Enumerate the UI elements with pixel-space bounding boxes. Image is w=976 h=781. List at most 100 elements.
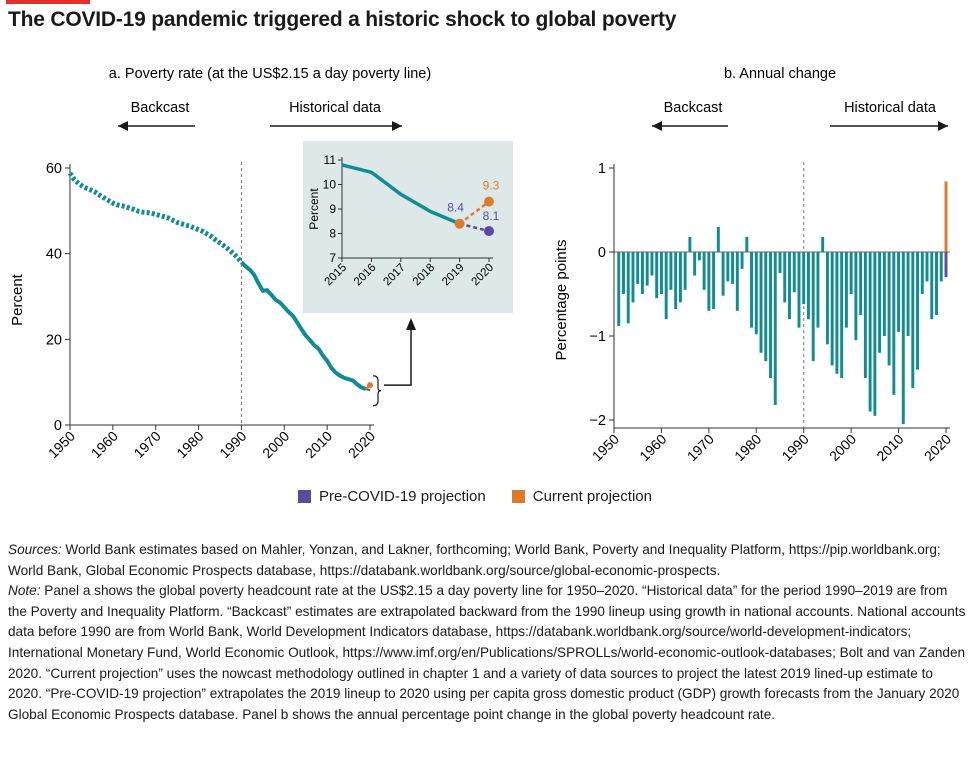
inset-current-series bbox=[458, 200, 490, 225]
panel-b-bar bbox=[697, 252, 701, 261]
panel-a-ytick-label: 60 bbox=[46, 161, 62, 177]
panel-a-ylabel: Percent bbox=[9, 273, 26, 326]
panel-b-bar bbox=[882, 252, 886, 336]
panel-a-callout-line bbox=[384, 328, 412, 386]
panel-b-bar bbox=[669, 252, 673, 290]
panel-b-xtick-label: 1950 bbox=[589, 431, 622, 464]
panel-a-backcast-series bbox=[67, 171, 244, 264]
panel-b-bar bbox=[816, 252, 820, 328]
legend-label-current: Current projection bbox=[532, 488, 652, 505]
inset-background bbox=[303, 141, 513, 313]
inset-label-current-2020: 9.3 bbox=[483, 179, 500, 193]
panel-b-bar bbox=[617, 252, 621, 326]
sources-label: Sources: bbox=[8, 542, 62, 557]
inset-label-pre-2020: 8.1 bbox=[483, 209, 500, 223]
panel-b-ytick-label: −2 bbox=[589, 413, 606, 429]
panel-b-bar bbox=[622, 252, 625, 294]
panel-b-bar bbox=[783, 252, 787, 303]
panel-a-callout-head bbox=[406, 318, 416, 330]
inset-ylabel: Percent bbox=[307, 188, 321, 230]
panel-a-ytick-label: 20 bbox=[46, 332, 62, 348]
panel-b-bar bbox=[859, 252, 863, 315]
panel-b-bar bbox=[868, 252, 872, 412]
legend-swatch-pre-covid bbox=[298, 490, 311, 503]
panel-b-bar bbox=[712, 252, 716, 310]
panel-b-bar bbox=[830, 252, 834, 366]
panel-b-ylabel: Percentage points bbox=[553, 240, 570, 361]
panel-b-xtick-label: 2000 bbox=[826, 431, 859, 464]
panel-b-xtick-label: 1990 bbox=[778, 431, 811, 464]
panel-b-bar bbox=[797, 252, 801, 328]
panel-a-bracket bbox=[372, 375, 382, 407]
panel-b-bar bbox=[754, 252, 758, 335]
panel-b-bar bbox=[693, 252, 697, 276]
panel-b-ytick-label: 0 bbox=[598, 245, 606, 261]
panel-a-xtick-label: 1960 bbox=[88, 428, 121, 461]
panel-b-bar bbox=[683, 252, 687, 290]
panel-a-xtick-label: 1970 bbox=[130, 428, 163, 461]
panel-a-xtick-label: 1950 bbox=[45, 428, 78, 461]
inset-label-2019: 8.4 bbox=[447, 201, 464, 215]
panel-b-bar bbox=[655, 252, 659, 299]
panel-b-title: b. Annual change bbox=[724, 66, 836, 82]
panel-b-bar bbox=[631, 252, 635, 303]
panel-b-bar bbox=[835, 252, 839, 374]
panel-b-bar bbox=[664, 252, 668, 320]
panel-b-xtick-label: 2010 bbox=[873, 431, 906, 464]
charts-canvas: a. Poverty rate (at the US$2.15 a day po… bbox=[9, 66, 954, 464]
inset-current-point bbox=[484, 196, 494, 207]
panel-b-bar bbox=[906, 252, 910, 336]
panel-b-xtick-label: 1960 bbox=[636, 431, 669, 464]
panel-b-bar bbox=[773, 252, 777, 405]
panel-b-bar bbox=[740, 252, 744, 269]
panel-b-bar bbox=[750, 252, 754, 328]
notes: Sources: World Bank estimates based on M… bbox=[8, 540, 968, 725]
panel-b-bar bbox=[930, 252, 934, 320]
panel-b-bar bbox=[735, 252, 739, 311]
panel-b-bar bbox=[731, 252, 735, 284]
panel-b-bar bbox=[650, 252, 654, 276]
panel-b-bar bbox=[769, 252, 772, 378]
panel-b-bar bbox=[802, 252, 806, 305]
panel-b-bar bbox=[721, 252, 725, 296]
panel-b-bar bbox=[916, 252, 920, 370]
panel-a-xtick-label: 2020 bbox=[345, 428, 378, 461]
panel-b-bar bbox=[778, 252, 782, 273]
panel-a-historical-arrow-head bbox=[392, 121, 402, 131]
panel-a-backcast-arrow-head bbox=[118, 121, 128, 131]
panel-a-xtick-label: 1980 bbox=[173, 428, 206, 461]
panel-b-bar bbox=[821, 236, 825, 252]
panel-b-bar-pre-covid bbox=[944, 252, 948, 278]
inset-2019-point bbox=[454, 218, 465, 229]
panel-b-bar bbox=[840, 252, 844, 378]
legend-item-pre-covid: Pre-COVID-19 projection bbox=[298, 488, 486, 505]
panel-b-historical-label: Historical data bbox=[844, 100, 937, 116]
page-title: The COVID-19 pandemic triggered a histor… bbox=[8, 8, 677, 31]
panel-b-bar bbox=[688, 236, 692, 252]
panel-b-bar bbox=[854, 252, 858, 341]
panel-a-historical-label: Historical data bbox=[289, 100, 382, 116]
panel-b-xtick-label: 2020 bbox=[921, 431, 954, 464]
legend-label-pre-covid: Pre-COVID-19 projection bbox=[319, 488, 486, 505]
panel-a-backcast-label: Backcast bbox=[131, 100, 190, 116]
panel-b-bar bbox=[878, 252, 882, 353]
panel-b-bar bbox=[935, 252, 938, 315]
panel-b-historical-arrow-head bbox=[938, 121, 948, 131]
panel-b-bar bbox=[726, 252, 730, 282]
panel-b-bar bbox=[674, 252, 678, 310]
panel-b-xtick-label: 1980 bbox=[731, 431, 764, 464]
panel-b-bar bbox=[636, 252, 640, 284]
note-text: Panel a shows the global poverty headcou… bbox=[8, 583, 966, 722]
panel-b-bar bbox=[626, 252, 630, 324]
panel-b-bar bbox=[678, 252, 682, 303]
accent-bar bbox=[6, 0, 90, 4]
inset-pre-covid-point bbox=[484, 226, 494, 237]
panel-b-bar bbox=[811, 252, 815, 362]
inset-historical-series bbox=[341, 163, 461, 226]
panel-b-bar bbox=[911, 252, 915, 389]
inset-ytick-label: 7 bbox=[329, 251, 336, 265]
panel-b-xtick-label: 1970 bbox=[684, 431, 717, 464]
panel-b-bar bbox=[892, 252, 896, 395]
panel-b-ytick-label: 1 bbox=[598, 161, 606, 177]
panel-b-bar bbox=[887, 252, 891, 366]
